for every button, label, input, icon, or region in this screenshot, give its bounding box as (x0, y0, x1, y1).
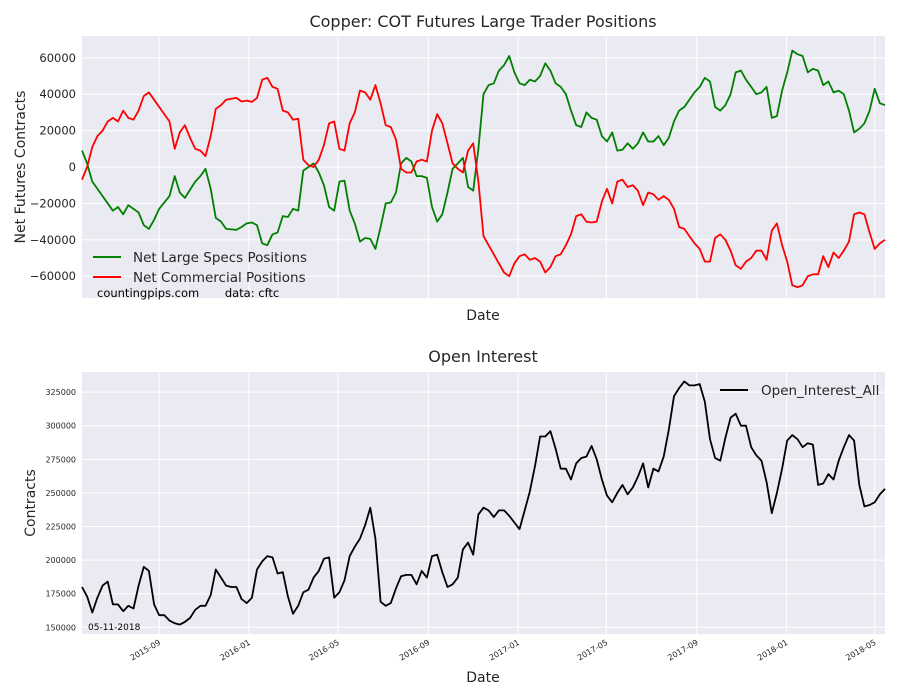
legend-label-specs: Net Large Specs Positions (133, 250, 307, 266)
y-tick-label: 275000 (45, 455, 76, 464)
chart-title-bottom: Open Interest (428, 347, 537, 366)
y-tick-label: 20000 (39, 124, 76, 138)
y-tick-label: 200000 (45, 556, 76, 565)
series-line (81, 49, 886, 250)
series-line (81, 380, 886, 626)
x-tick-label: 2017-09 (666, 638, 699, 663)
source-annotation: countingpips.com data: cftc (97, 286, 279, 300)
x-tick-label: 2018-01 (756, 638, 789, 663)
y-axis-label-bottom: Contracts (23, 469, 39, 537)
series-bottom (81, 380, 886, 626)
y-tick-label: 225000 (45, 523, 76, 532)
y-tick-label: 0 (69, 160, 76, 174)
y-tick-label: 300000 (45, 422, 76, 431)
y-tick-label: −20000 (30, 196, 76, 210)
legend-label-open-interest: Open_Interest_All (761, 383, 879, 399)
x-tick-label: 2018-05 (844, 638, 877, 663)
chart-title-top: Copper: COT Futures Large Trader Positio… (309, 12, 656, 31)
x-axis-label-top: Date (466, 308, 499, 324)
y-ticks-top: −60000 −40000 −20000 0 20000 40000 60000 (30, 51, 76, 283)
legend-bottom: Open_Interest_All (720, 383, 879, 399)
x-tick-label: 2016-01 (218, 638, 251, 663)
y-tick-label: 325000 (45, 388, 76, 397)
x-tick-label: 2016-09 (398, 638, 431, 663)
y-tick-label: 175000 (45, 590, 76, 599)
y-tick-label: 150000 (45, 623, 76, 632)
date-annotation: 05-11-2018 (88, 623, 141, 633)
y-tick-label: 250000 (45, 489, 76, 498)
x-tick-label: 2017-01 (488, 638, 521, 663)
plot-background-bottom (82, 372, 885, 634)
series-top (81, 49, 886, 289)
chart-open-interest: 150000 175000 200000 225000 250000 275000 3000… (23, 347, 886, 686)
x-tick-label: 2017-05 (576, 638, 609, 663)
x-tick-label: 2015-09 (129, 638, 162, 663)
gridlines-bottom (82, 372, 885, 634)
y-tick-label: 40000 (39, 87, 76, 101)
y-tick-label: −60000 (30, 269, 76, 283)
y-axis-label-top: Net Futures Contracts (13, 91, 29, 244)
series-line (81, 76, 886, 289)
legend-label-commercial: Net Commercial Positions (133, 270, 306, 286)
legend-top: Net Large Specs Positions Net Commercial… (93, 250, 307, 286)
x-axis-label-bottom: Date (466, 670, 499, 686)
x-ticks-bottom: 2015-09 2016-01 2016-05 2016-09 2017-01 2017-… (129, 638, 878, 663)
y-tick-label: 60000 (39, 51, 76, 65)
y-tick-label: −40000 (30, 233, 76, 247)
y-ticks-bottom: 150000 175000 200000 225000 250000 275000 3000… (45, 388, 76, 632)
chart-net-positions: −60000 −40000 −20000 0 20000 40000 60000 Coppe… (13, 12, 886, 324)
x-tick-label: 2016-05 (307, 638, 340, 663)
